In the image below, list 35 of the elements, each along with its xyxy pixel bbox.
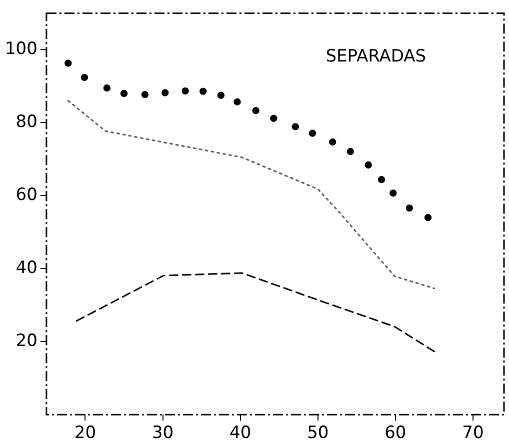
annotation: SEPARADAS bbox=[326, 46, 426, 67]
point bbox=[378, 176, 386, 184]
point bbox=[329, 138, 336, 146]
point bbox=[64, 60, 72, 67]
x-tick-label: 30 bbox=[152, 423, 174, 444]
point bbox=[364, 161, 372, 169]
point bbox=[217, 92, 225, 99]
x-tick-label: 40 bbox=[230, 423, 252, 444]
line-series bbox=[67, 100, 436, 290]
point bbox=[80, 74, 88, 82]
point bbox=[406, 204, 413, 212]
point bbox=[346, 148, 354, 156]
point bbox=[424, 214, 432, 222]
point bbox=[182, 87, 189, 95]
point bbox=[162, 89, 169, 96]
x-tick-label: 70 bbox=[462, 423, 484, 444]
point bbox=[292, 123, 299, 130]
y-tick-label: 60 bbox=[16, 185, 38, 206]
point bbox=[103, 84, 111, 92]
point bbox=[200, 88, 207, 95]
point bbox=[308, 130, 316, 137]
point bbox=[234, 98, 241, 106]
point bbox=[252, 107, 260, 114]
y-tick-label: 20 bbox=[16, 331, 38, 352]
y-tick-label: 80 bbox=[16, 112, 38, 132]
y-tick-label: 100 bbox=[4, 39, 38, 60]
line-series bbox=[76, 272, 436, 352]
x-tick-label: 20 bbox=[74, 423, 96, 444]
y-tick-label: 40 bbox=[16, 258, 38, 278]
point bbox=[270, 114, 278, 122]
point bbox=[141, 90, 149, 98]
x-tick-label: 60 bbox=[384, 423, 406, 444]
x-tick-label: 50 bbox=[307, 423, 329, 444]
point bbox=[120, 90, 128, 98]
point bbox=[390, 190, 397, 197]
